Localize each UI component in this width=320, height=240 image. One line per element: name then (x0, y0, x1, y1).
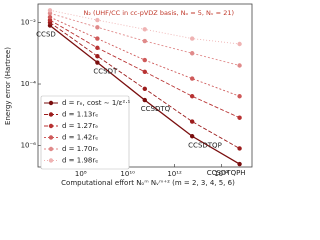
data-point (95, 25, 100, 30)
data-point (189, 119, 195, 124)
x-tick-label: 10¹² (167, 170, 182, 178)
chart-title: N₂ (UHF/CC in cc-pVDZ basis, Nₒ = 5, Nᵥ … (83, 9, 234, 17)
data-point (237, 115, 242, 120)
data-point (95, 54, 100, 59)
legend-label: d = 1.27rₑ (62, 122, 98, 130)
data-point (189, 76, 195, 81)
x-tick-label: 10¹⁰ (120, 170, 135, 178)
data-point (189, 36, 195, 41)
data-point (95, 36, 100, 41)
legend-label: d = 1.70rₑ (62, 145, 98, 153)
annotation: CCSDT (93, 68, 118, 76)
chart: N₂ (UHF/CC in cc-pVDZ basis, Nₒ = 5, Nᵥ … (4, 3, 253, 187)
y-tick-label: 10⁻⁴ (21, 80, 37, 88)
data-point (237, 161, 242, 167)
data-point (189, 51, 195, 56)
series-line (49, 12, 240, 66)
annotation: CCSD (36, 30, 56, 38)
y-axis-label: Energy error (Hartree) (4, 47, 12, 125)
legend-frame (40, 95, 130, 170)
data-point (47, 14, 53, 20)
legend-marker (48, 135, 54, 140)
data-point (237, 146, 242, 151)
data-point (142, 57, 147, 63)
data-point (142, 69, 147, 74)
data-point (237, 63, 242, 68)
y-tick-label: 10⁻⁶ (21, 142, 37, 150)
annotation: CCSDTQ (141, 105, 171, 113)
plot-frame (37, 3, 253, 168)
data-point (142, 38, 147, 44)
x-tick-label: 10⁸ (75, 170, 87, 178)
data-point (237, 41, 242, 47)
data-point (142, 27, 147, 32)
legend-label: d = 1.42rₑ (62, 134, 98, 142)
data-point (237, 94, 242, 99)
legend-marker (48, 146, 54, 152)
legend-marker (48, 112, 54, 117)
y-tick-label: 10⁻² (21, 19, 37, 27)
legend-marker (48, 123, 54, 129)
data-point (95, 17, 100, 23)
data-point (47, 8, 53, 13)
legend-marker (48, 158, 54, 163)
annotation: CCSDTQPH (207, 169, 246, 177)
x-axis-label: Computational effort Nₒᵐ Nᵥᵐ⁺² (m = 2, 3… (61, 179, 235, 187)
data-point (189, 134, 195, 139)
data-point (142, 86, 147, 91)
x-tick-label: 10¹⁴ (214, 170, 229, 178)
legend-label: d = rₑ, cost ∼ 1/ε²·¹ (62, 99, 130, 107)
data-point (95, 60, 100, 65)
legend-marker (48, 100, 54, 106)
legend-label: d = 1.98rₑ (62, 157, 98, 165)
legend-label: d = 1.13rₑ (62, 111, 98, 119)
data-point (95, 45, 100, 51)
data-point (189, 94, 195, 99)
data-point (142, 97, 147, 103)
annotation: CCSDTQP (188, 141, 222, 149)
